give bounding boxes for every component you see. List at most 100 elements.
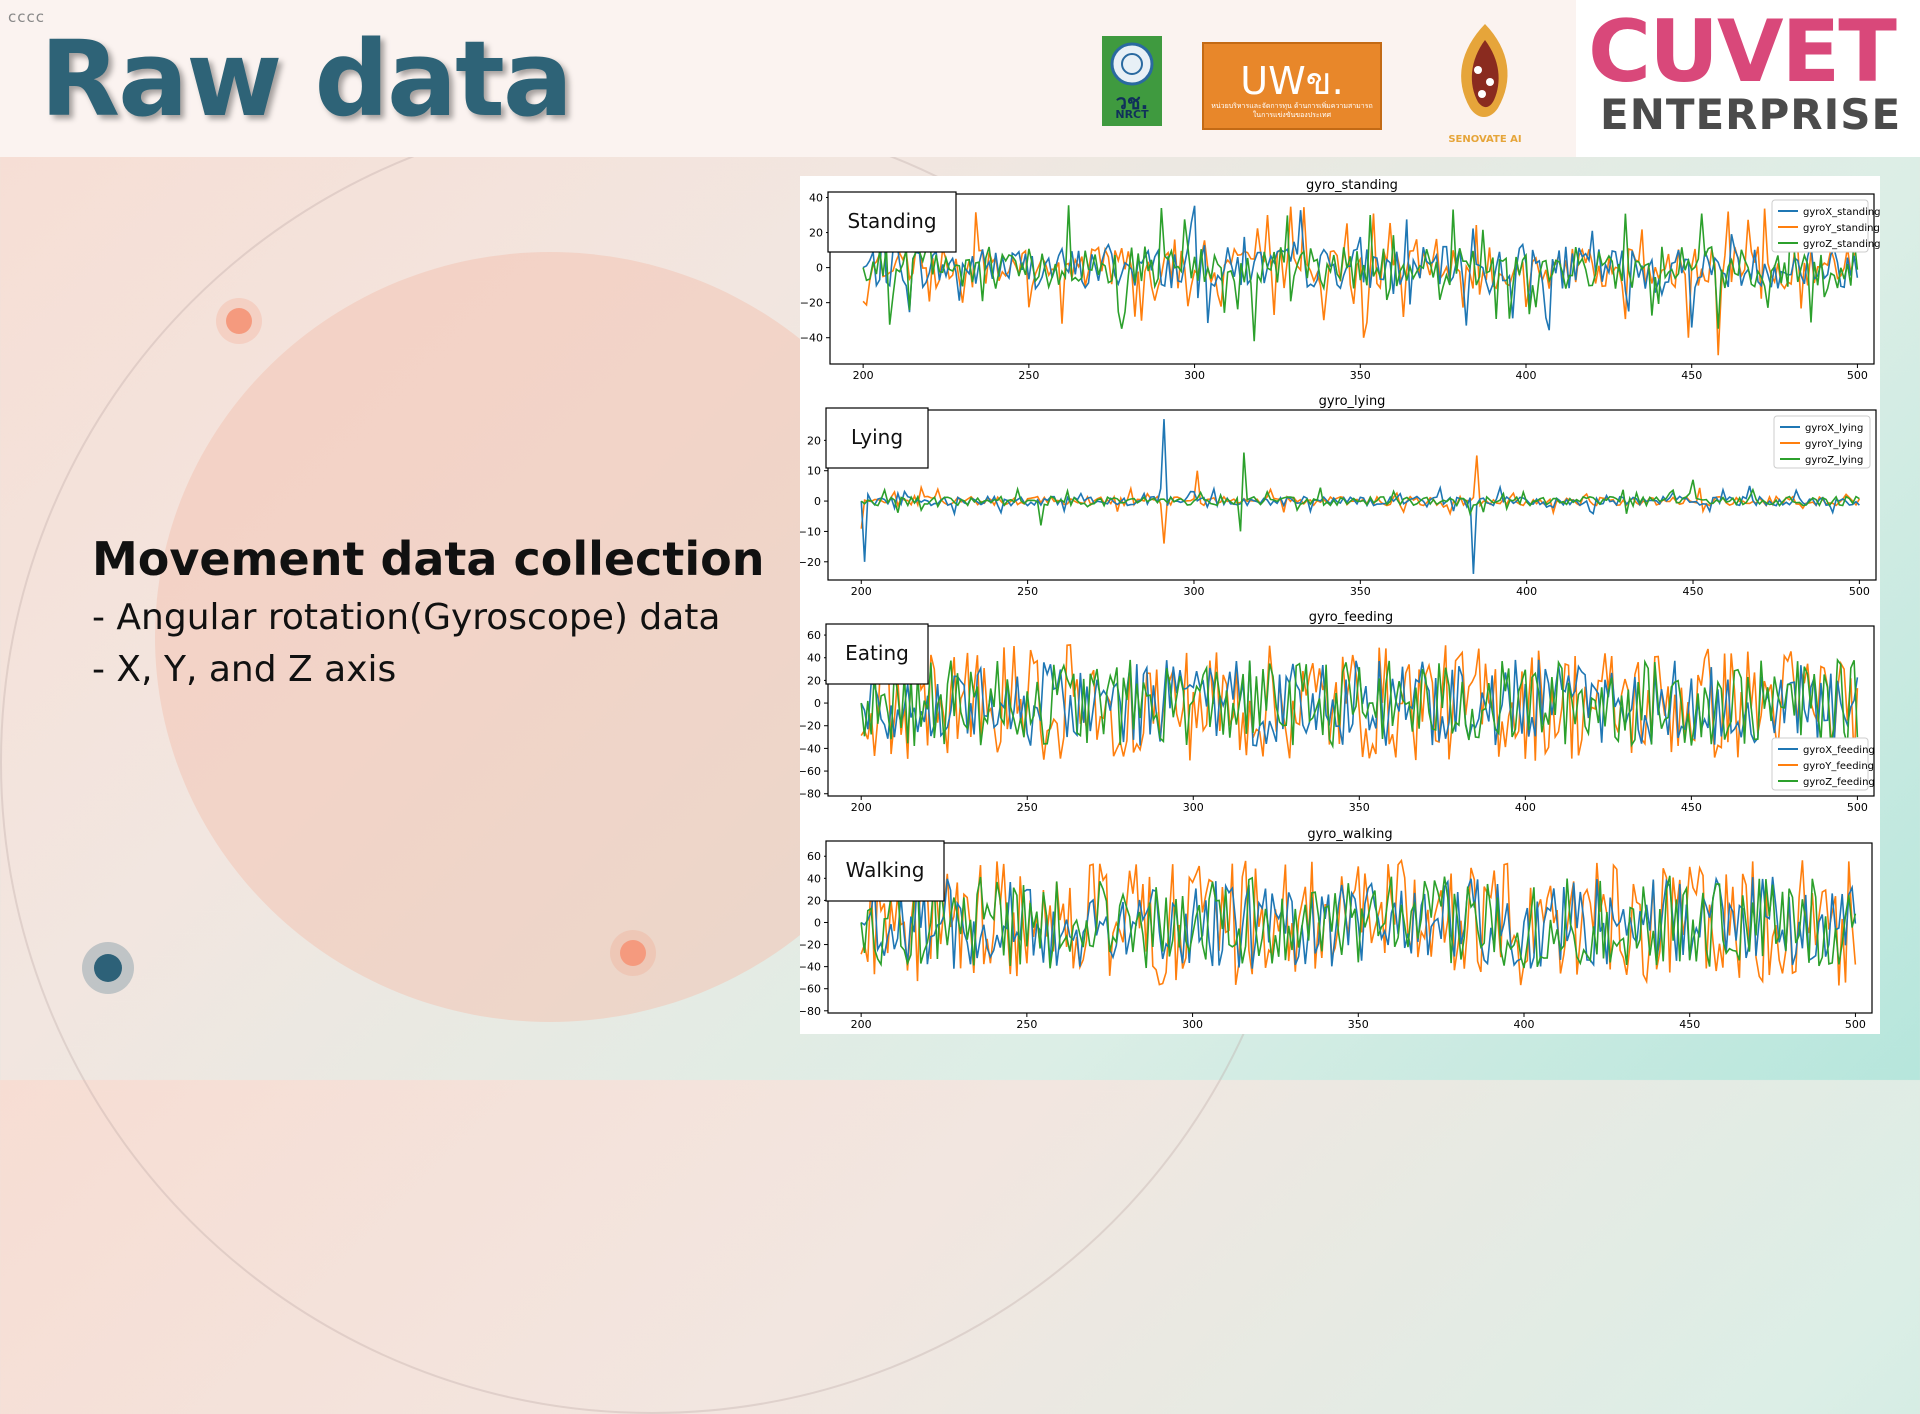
y-tick-label: 20	[807, 434, 821, 447]
x-tick-label: 200	[851, 1018, 872, 1031]
corner-mark: cccc	[8, 8, 45, 26]
section-heading: Movement data collection	[92, 532, 765, 586]
y-tick-label: −40	[800, 961, 821, 974]
senovate-logo: SENOVATE AI	[1440, 20, 1530, 150]
y-tick-label: −40	[800, 332, 823, 345]
x-tick-label: 500	[1845, 1018, 1866, 1031]
x-tick-label: 200	[851, 801, 872, 814]
legend-entry: gyroZ_standing	[1803, 239, 1880, 250]
x-tick-label: 400	[1514, 1018, 1535, 1031]
x-tick-label: 450	[1681, 369, 1702, 382]
y-tick-label: 0	[814, 697, 821, 710]
y-tick-label: 40	[807, 652, 821, 665]
senovate-logo-text: SENOVATE AI	[1448, 134, 1522, 145]
y-tick-label: −20	[800, 720, 821, 733]
series-line-gyroY_standing	[862, 206, 1859, 356]
y-tick-label: 0	[816, 262, 823, 275]
y-tick-label: 0	[814, 916, 821, 929]
legend-box	[1771, 737, 1869, 791]
x-tick-label: 250	[1018, 369, 1039, 382]
x-tick-label: 450	[1679, 1018, 1700, 1031]
uwp-logo-text: UWข.	[1240, 59, 1344, 103]
y-tick-label: 60	[807, 850, 821, 863]
cuvet-logo-line2: ENTERPRISE	[1600, 90, 1902, 139]
nrct-logo-sub: NRCT	[1115, 108, 1149, 121]
activity-label-box	[825, 623, 929, 685]
nrct-logo: วช. NRCT	[1102, 36, 1162, 126]
activity-label: Eating	[845, 641, 909, 665]
chart-title: gyro_feeding	[1309, 610, 1393, 625]
x-tick-label: 400	[1516, 369, 1537, 382]
activity-label-box	[825, 840, 945, 902]
y-tick-label: −80	[800, 1005, 821, 1018]
plot-frame	[827, 409, 1877, 581]
legend-entry: gyroX_standing	[1803, 207, 1880, 218]
legend-box	[1773, 415, 1871, 469]
legend-entry: gyroZ_lying	[1805, 455, 1863, 466]
activity-label-box	[825, 407, 929, 469]
x-tick-label: 400	[1515, 801, 1536, 814]
y-tick-label: −60	[800, 983, 821, 996]
y-tick-label: −60	[800, 765, 821, 778]
y-tick-label: 0	[814, 495, 821, 508]
activity-label: Lying	[851, 425, 903, 449]
x-tick-label: 250	[1016, 1018, 1037, 1031]
x-tick-label: 300	[1184, 369, 1205, 382]
nrct-emblem-icon	[1110, 42, 1154, 86]
x-tick-label: 450	[1681, 801, 1702, 814]
orange-dot-decoration-2	[620, 940, 646, 966]
x-tick-label: 200	[853, 369, 874, 382]
legend: gyroX_lying gyroY_lying gyroZ_lying	[1773, 415, 1871, 469]
x-tick-label: 350	[1350, 369, 1371, 382]
bullet-item: - X, Y, and Z axis	[92, 649, 397, 690]
gyro-charts-panel: gyro_standing 200 250 300 350 400 450 500 40 20 0−…	[798, 176, 1881, 1034]
y-tick-label: 60	[807, 629, 821, 642]
x-tick-label: 350	[1350, 585, 1371, 598]
y-tick-label: −10	[800, 525, 821, 538]
legend-entry: gyroY_lying	[1805, 439, 1863, 450]
y-tick-label: 20	[809, 227, 823, 240]
series-line-gyroX_lying	[860, 419, 1860, 574]
series-line-gyroZ_lying	[860, 452, 1860, 532]
orange-dot-decoration	[226, 308, 252, 334]
legend-entry: gyroX_lying	[1805, 423, 1863, 434]
nrct-logo-text: วช.	[1115, 90, 1149, 114]
y-tick-label: −20	[800, 556, 821, 569]
x-tick-label: 500	[1849, 585, 1870, 598]
x-tick-label: 300	[1182, 1018, 1203, 1031]
description-block: Movement data collection - Angular rotat…	[92, 532, 764, 696]
series-line-gyroZ_walking	[860, 875, 1857, 969]
cuvet-enterprise-logo: CUVET ENTERPRISE	[1576, 0, 1920, 157]
x-tick-label: 250	[1017, 585, 1038, 598]
uwp-logo-sub: หน่วยบริหารและจัดการทุน ด้านการเพิ่มความ…	[1211, 102, 1373, 119]
chart-title: gyro_standing	[1306, 178, 1398, 193]
x-tick-label: 250	[1017, 801, 1038, 814]
plot-frame	[827, 625, 1875, 797]
plot-frame	[829, 193, 1875, 365]
x-tick-label: 500	[1847, 801, 1868, 814]
series-line-gyroZ_feeding	[860, 657, 1859, 750]
x-tick-label: 500	[1847, 369, 1868, 382]
legend-box	[1771, 199, 1869, 253]
y-tick-label: 10	[807, 465, 821, 478]
legend: gyroX_standing gyroY_standing gyroZ_standi…	[1771, 199, 1881, 253]
series-line-gyroY_walking	[860, 858, 1857, 986]
activity-label: Standing	[847, 209, 936, 233]
uwp-logo: UWข. หน่วยบริหารและจัดการทุน ด้านการเพิ่…	[1202, 42, 1382, 130]
y-tick-label: −80	[800, 788, 821, 801]
chart-gyro_lying: gyro_lying 200 250 300 350 400 450 500 20 10 0 −10 −…	[798, 394, 1877, 598]
series-line-gyroZ_standing	[862, 205, 1859, 342]
y-tick-label: −20	[800, 297, 823, 310]
chart-title: gyro_walking	[1307, 827, 1392, 842]
series-line-gyroX_standing	[862, 205, 1859, 331]
y-tick-label: 40	[809, 192, 823, 205]
plot-frame	[827, 842, 1873, 1014]
legend-entry: gyroY_standing	[1803, 223, 1880, 234]
activity-label-box	[827, 191, 957, 253]
y-tick-label: 20	[807, 894, 821, 907]
legend-entry: gyroY_feeding	[1803, 761, 1874, 772]
x-tick-label: 200	[851, 585, 872, 598]
y-tick-label: 40	[807, 872, 821, 885]
